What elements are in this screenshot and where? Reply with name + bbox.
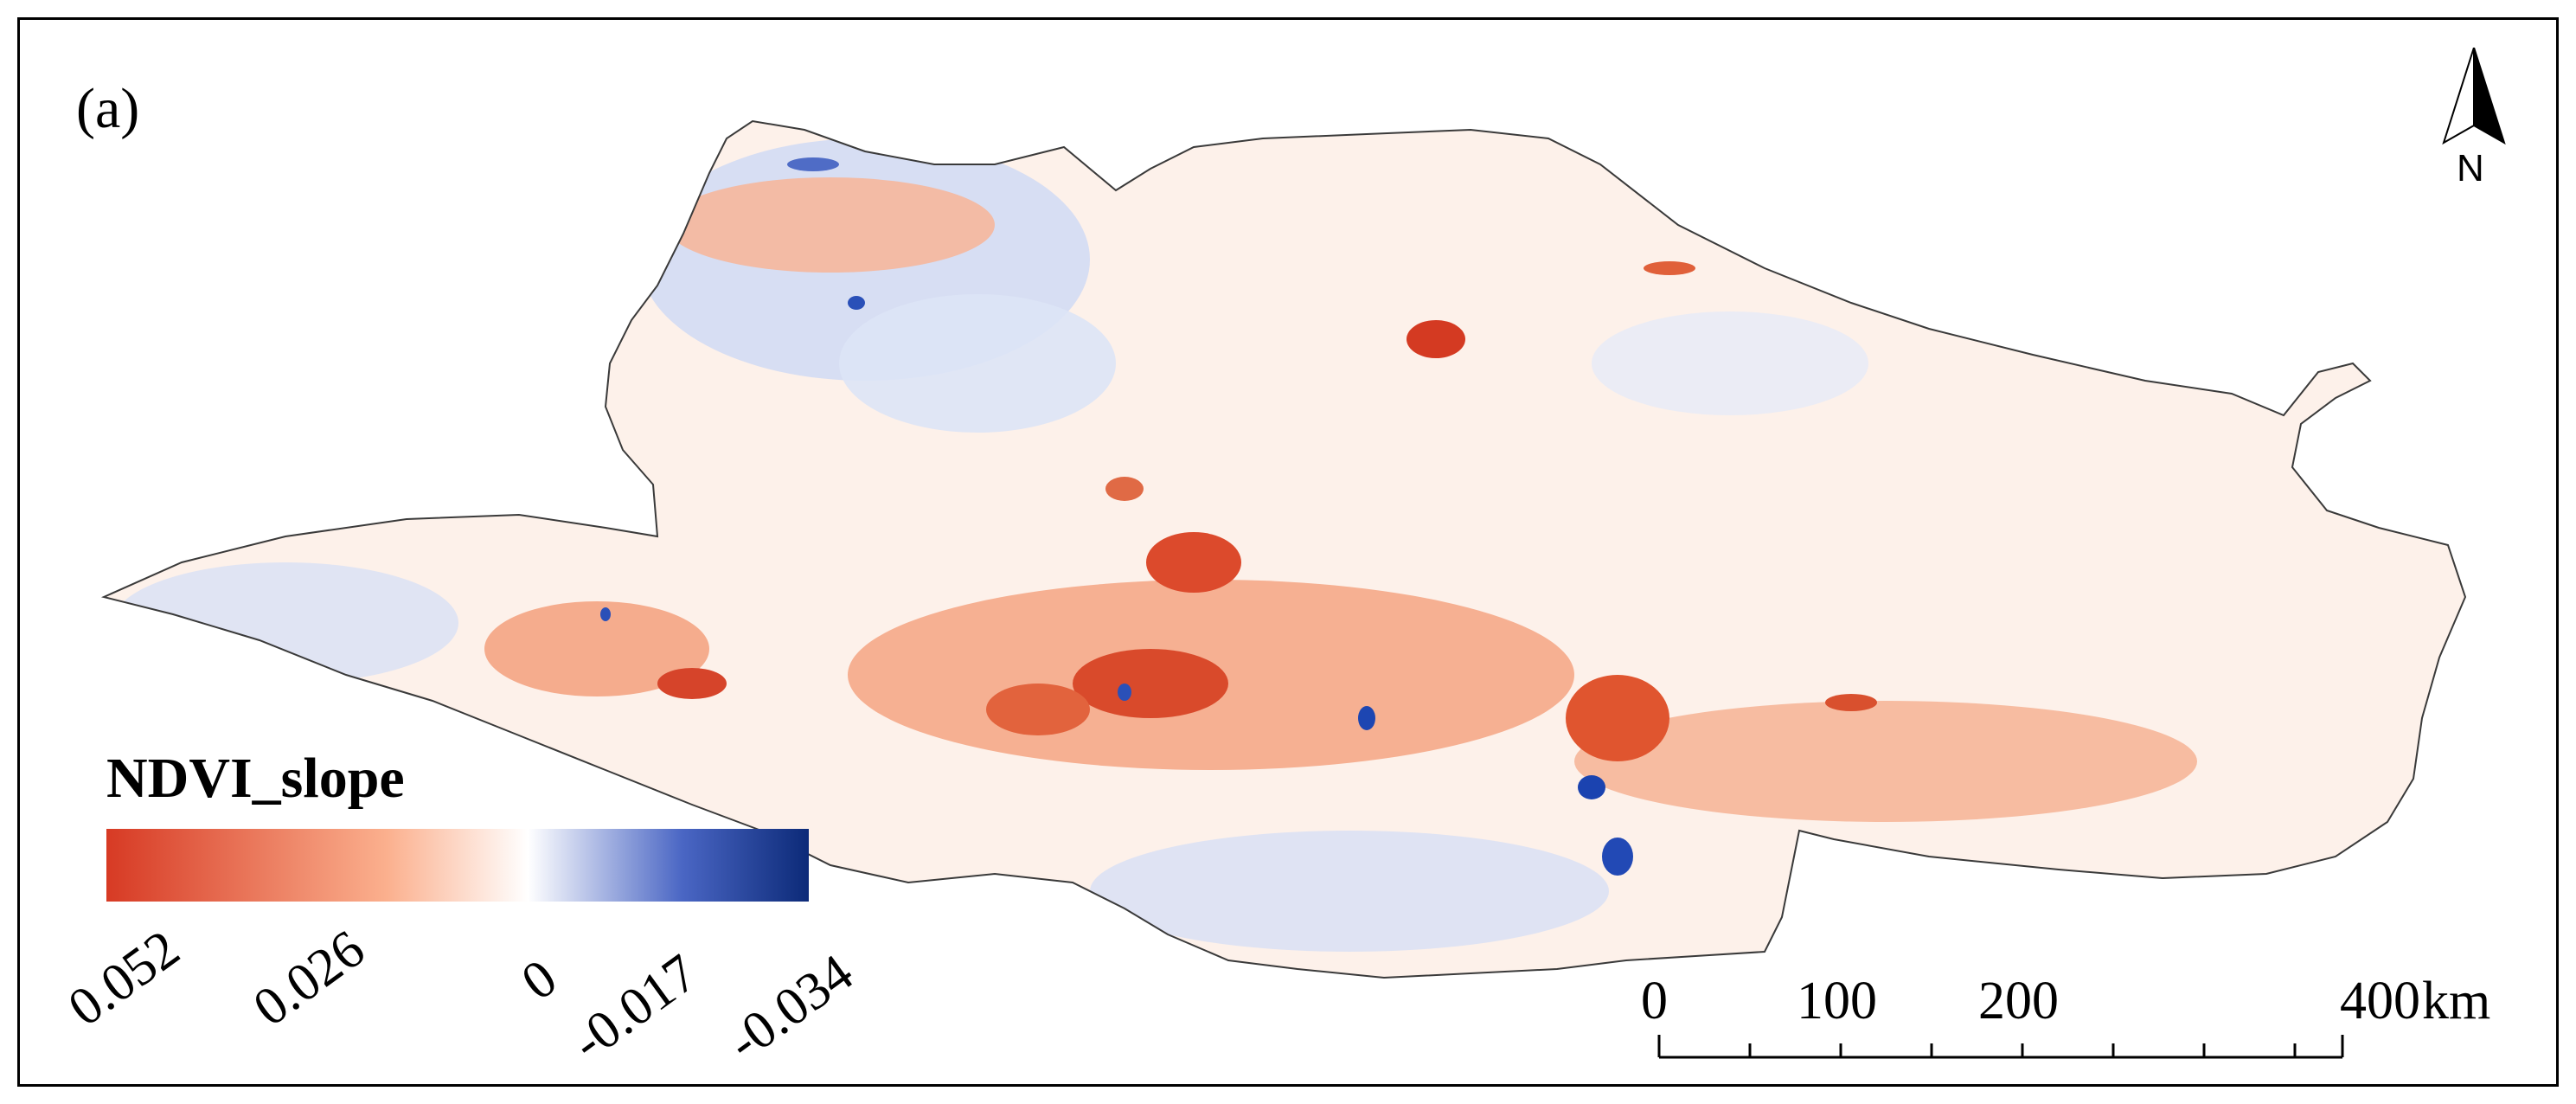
strong-increase-patch-3 xyxy=(1073,649,1228,718)
decrease-zone-north xyxy=(839,294,1116,433)
strong-decrease-spot-2 xyxy=(1602,838,1633,876)
strong-decrease-spot-1 xyxy=(1578,775,1605,799)
scale-label: 0 xyxy=(1641,972,1668,1030)
strong-increase-patch-5 xyxy=(657,668,727,699)
north-label: N xyxy=(2457,147,2484,189)
north-arrow-icon xyxy=(2442,48,2506,145)
legend-title: NDVI_slope xyxy=(106,747,405,810)
strong-increase-patch-8 xyxy=(1825,694,1877,711)
scale-label: 100 xyxy=(1797,972,1877,1030)
strong-decrease-spot-4 xyxy=(848,296,865,310)
strong-decrease-spot-5 xyxy=(1118,684,1131,701)
decrease-zone-east xyxy=(1592,311,1868,415)
strong-increase-patch-6 xyxy=(1105,477,1144,501)
scale-label: 200 xyxy=(1978,972,2059,1030)
panel-label: (a) xyxy=(76,77,140,140)
strong-decrease-spot-3 xyxy=(1358,706,1375,730)
strong-increase-patch-9 xyxy=(986,684,1090,735)
scale-bar xyxy=(1657,1035,2344,1059)
decrease-zone-south xyxy=(1090,831,1609,952)
scale-unit: km xyxy=(2422,972,2491,1030)
ndvi-pattern-layer xyxy=(112,138,2197,952)
increase-zone-northwest xyxy=(666,177,995,273)
scale-label: 400 xyxy=(2340,972,2420,1030)
decrease-zone-west xyxy=(112,562,458,684)
increase-zone-southeast xyxy=(1574,701,2197,822)
increase-zone-west xyxy=(484,601,709,696)
strong-increase-patch-1 xyxy=(1407,320,1465,358)
strong-increase-patch-4 xyxy=(1566,675,1669,761)
strong-decrease-spot-6 xyxy=(600,607,611,621)
legend-color-ramp xyxy=(106,829,809,902)
strong-increase-patch-7 xyxy=(1644,261,1695,275)
strong-decrease-spot-7 xyxy=(787,157,839,171)
strong-increase-patch-2 xyxy=(1146,532,1241,593)
region-outline xyxy=(100,119,2467,979)
